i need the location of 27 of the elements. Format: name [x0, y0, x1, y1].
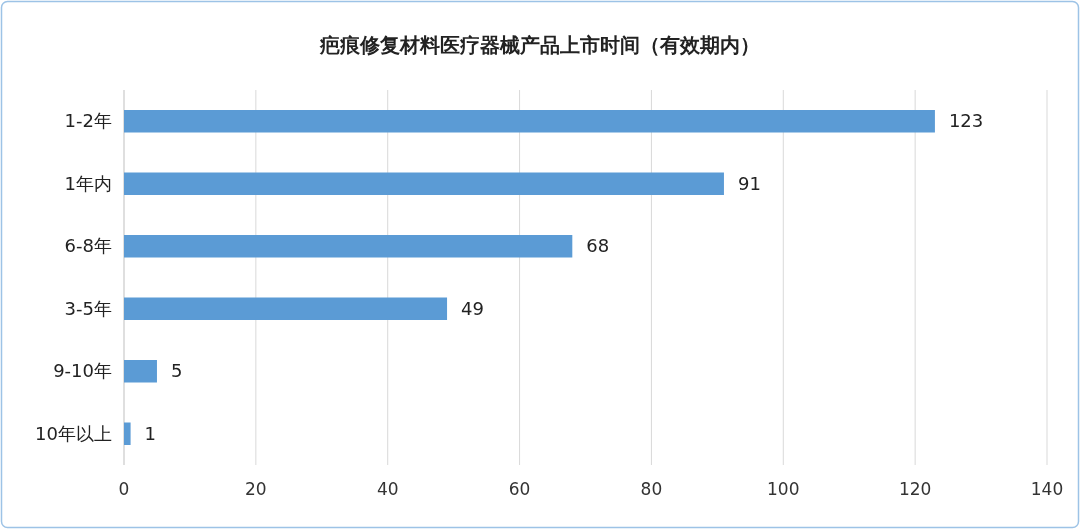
y-tick-label: 6-8年 [64, 235, 112, 257]
x-tick-label: 100 [767, 479, 800, 499]
bar [124, 422, 131, 445]
x-tick-label: 140 [1030, 479, 1064, 499]
bar [124, 360, 157, 383]
chart-title: 疤痕修复材料医疗器械产品上市时间（有效期内） [319, 33, 760, 57]
x-tick-label: 20 [245, 479, 267, 499]
data-label: 123 [948, 110, 984, 132]
data-label: 49 [461, 297, 484, 319]
x-tick-label: 80 [640, 479, 663, 499]
bar [124, 110, 935, 133]
x-tick-label: 40 [376, 479, 399, 499]
x-tick-label: 0 [118, 479, 130, 499]
data-label: 5 [170, 360, 183, 382]
x-tick-label: 60 [508, 479, 531, 499]
data-label: 68 [586, 235, 610, 257]
data-label: 91 [737, 172, 761, 194]
bar [124, 235, 573, 258]
y-tick-label: 10年以上 [35, 422, 112, 444]
bar [124, 172, 724, 195]
y-tick-label: 3-5年 [64, 297, 112, 319]
y-tick-label: 1年内 [64, 172, 112, 194]
data-label: 1 [144, 422, 157, 444]
bar [124, 297, 448, 320]
x-tick-label: 120 [898, 479, 932, 499]
y-tick-label: 9-10年 [53, 360, 112, 382]
y-tick-label: 1-2年 [64, 110, 112, 132]
